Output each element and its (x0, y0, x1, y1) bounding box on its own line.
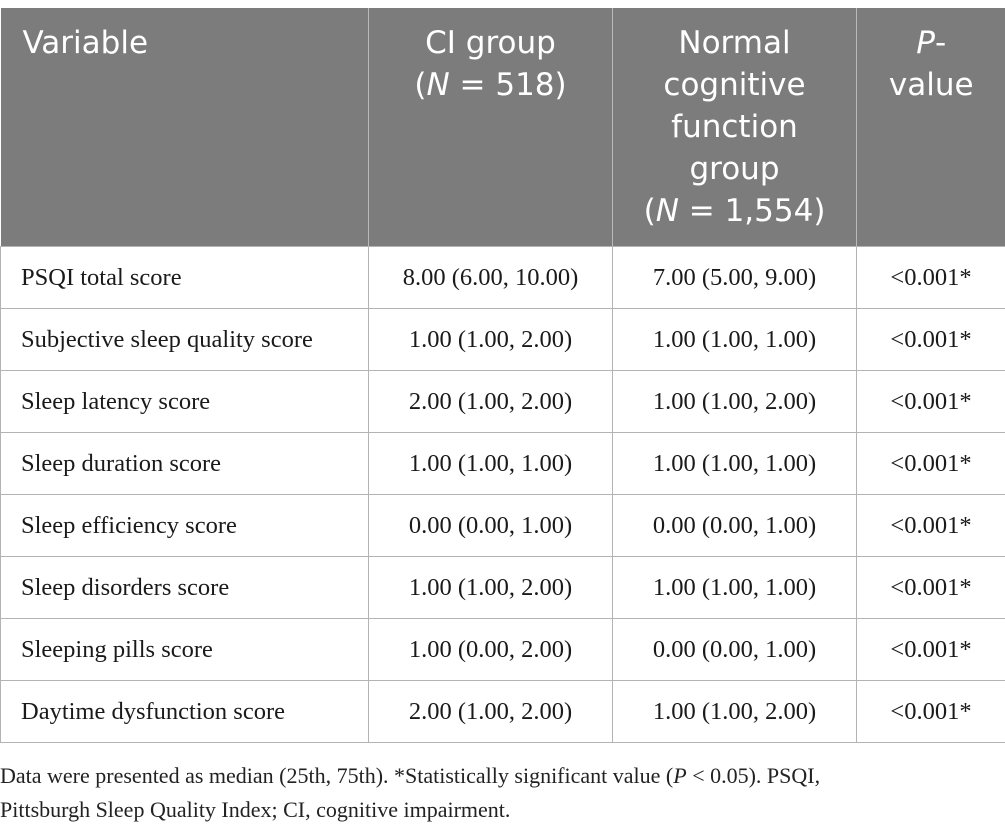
cell-p: <0.001* (856, 618, 1005, 681)
cell-normal: 1.00 (1.00, 2.00) (612, 680, 857, 743)
table-header: Variable CI group (N = 518) Normal cogni… (0, 8, 1005, 247)
header-normal-n: (N = 1,554) (643, 193, 826, 229)
cell-ci: 1.00 (1.00, 1.00) (368, 432, 613, 495)
footnote-line-1: Data were presented as median (25th, 75t… (0, 759, 1000, 793)
header-normal-line2: cognitive (663, 67, 806, 103)
header-normal-group: Normal cognitive function group (N = 1,5… (612, 8, 857, 247)
header-normal-line1: Normal (678, 25, 791, 61)
cell-variable: Sleep efficiency score (0, 494, 369, 557)
cell-normal: 1.00 (1.00, 1.00) (612, 432, 857, 495)
cell-p: <0.001* (856, 308, 1005, 371)
header-variable-label: Variable (22, 25, 149, 61)
cell-ci: 8.00 (6.00, 10.00) (368, 246, 613, 309)
header-ci-group-label: CI group (425, 25, 556, 61)
table-footnote: Data were presented as median (25th, 75t… (0, 759, 1000, 827)
cell-ci: 1.00 (0.00, 2.00) (368, 618, 613, 681)
cell-p: <0.001* (856, 494, 1005, 557)
cell-p: <0.001* (856, 246, 1005, 309)
footnote-part1: Data were presented as median (25th, 75t… (0, 763, 674, 788)
header-normal-line4: group (689, 151, 780, 187)
cell-ci: 1.00 (1.00, 2.00) (368, 556, 613, 619)
header-ci-group-n: (N = 518) (414, 67, 567, 103)
table-row: Subjective sleep quality score 1.00 (1.0… (0, 308, 1005, 371)
cell-variable: Sleep latency score (0, 370, 369, 433)
results-table-container: Variable CI group (N = 518) Normal cogni… (0, 8, 1005, 743)
cell-p: <0.001* (856, 680, 1005, 743)
footnote-line-2: Pittsburgh Sleep Quality Index; CI, cogn… (0, 797, 511, 822)
header-p-dash: - (935, 25, 947, 61)
table-body: PSQI total score 8.00 (6.00, 10.00) 7.00… (0, 246, 1005, 743)
table-row: Sleep duration score 1.00 (1.00, 1.00) 1… (0, 432, 1005, 495)
cell-normal: 0.00 (0.00, 1.00) (612, 618, 857, 681)
cell-normal: 7.00 (5.00, 9.00) (612, 246, 857, 309)
table-row: Sleep latency score 2.00 (1.00, 2.00) 1.… (0, 370, 1005, 433)
table-row: Sleeping pills score 1.00 (0.00, 2.00) 0… (0, 618, 1005, 681)
table-row: PSQI total score 8.00 (6.00, 10.00) 7.00… (0, 246, 1005, 309)
header-p-line1: P- (867, 22, 996, 64)
header-row: Variable CI group (N = 518) Normal cogni… (0, 8, 1005, 247)
table-row: Sleep disorders score 1.00 (1.00, 2.00) … (0, 556, 1005, 619)
header-p-line2: value (888, 67, 974, 103)
header-ci-n-label: N (426, 67, 450, 103)
cell-normal: 0.00 (0.00, 1.00) (612, 494, 857, 557)
cell-variable: Sleep disorders score (0, 556, 369, 619)
header-p-value: P- value (856, 8, 1005, 247)
cell-normal: 1.00 (1.00, 1.00) (612, 308, 857, 371)
header-normal-line3: function (671, 109, 798, 145)
cell-p: <0.001* (856, 432, 1005, 495)
cell-ci: 2.00 (1.00, 2.00) (368, 370, 613, 433)
cell-p: <0.001* (856, 556, 1005, 619)
header-variable: Variable (0, 8, 369, 247)
cell-variable: Sleep duration score (0, 432, 369, 495)
header-normal-n-value: = 1,554) (678, 193, 826, 229)
cell-variable: Sleeping pills score (0, 618, 369, 681)
cell-variable: Daytime dysfunction score (0, 680, 369, 743)
header-ci-n-value: = 518) (449, 67, 567, 103)
table-row: Sleep efficiency score 0.00 (0.00, 1.00)… (0, 494, 1005, 557)
header-ci-group: CI group (N = 518) (368, 8, 613, 247)
header-p-italic: P (916, 25, 935, 61)
cell-variable: Subjective sleep quality score (0, 308, 369, 371)
cell-normal: 1.00 (1.00, 1.00) (612, 556, 857, 619)
cell-variable: PSQI total score (0, 246, 369, 309)
footnote-part2: < 0.05). PSQI, (686, 763, 821, 788)
header-normal-n-label: N (655, 193, 679, 229)
cell-normal: 1.00 (1.00, 2.00) (612, 370, 857, 433)
cell-ci: 1.00 (1.00, 2.00) (368, 308, 613, 371)
psqi-comparison-table: Variable CI group (N = 518) Normal cogni… (0, 8, 1005, 743)
footnote-p-italic: P (673, 763, 687, 788)
cell-ci: 2.00 (1.00, 2.00) (368, 680, 613, 743)
cell-ci: 0.00 (0.00, 1.00) (368, 494, 613, 557)
table-row: Daytime dysfunction score 2.00 (1.00, 2.… (0, 680, 1005, 743)
cell-p: <0.001* (856, 370, 1005, 433)
